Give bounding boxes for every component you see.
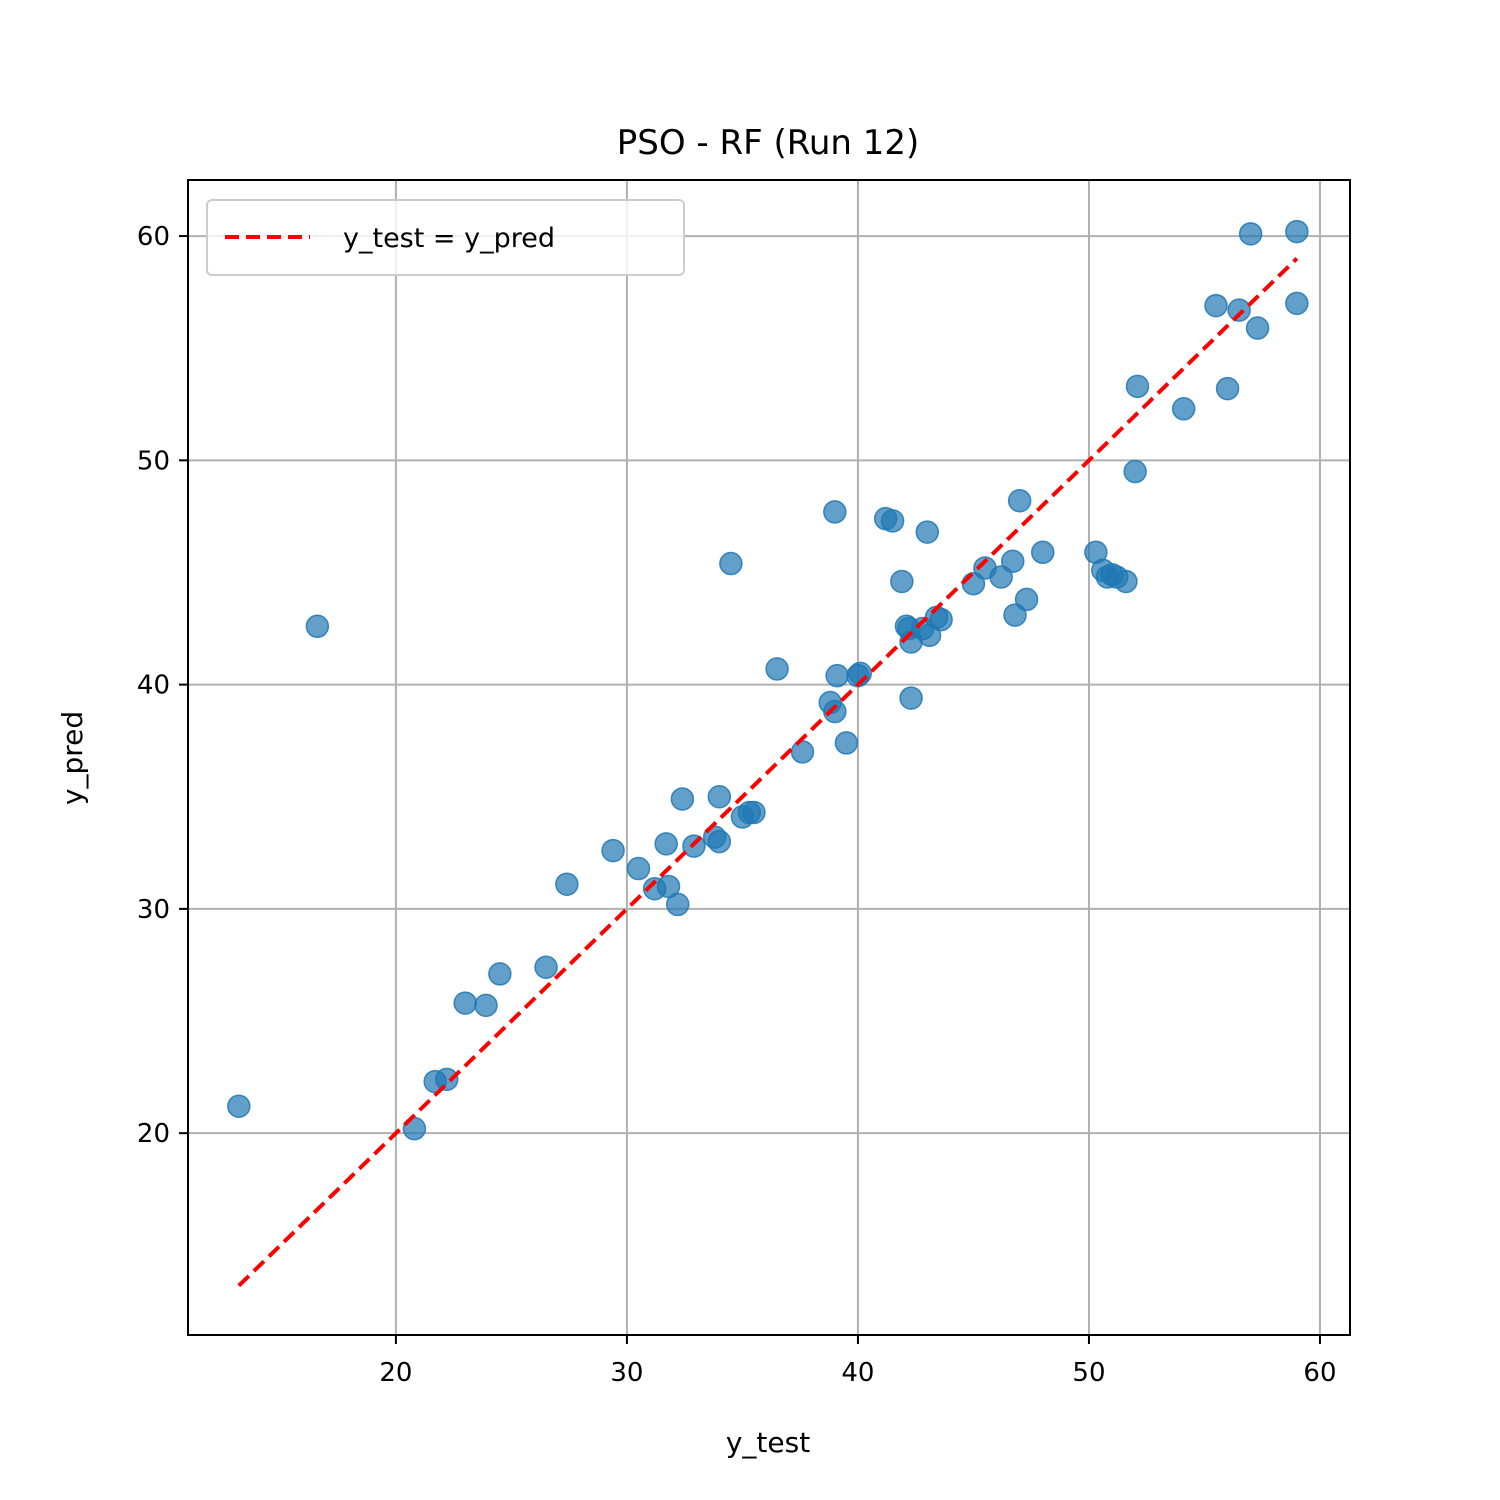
scatter-point [765, 657, 789, 681]
scatter-point [890, 569, 914, 594]
scatter-point [654, 832, 678, 856]
x-tick-label: 40 [841, 1358, 874, 1388]
scatter-point [453, 991, 477, 1015]
scatter-point [1007, 488, 1032, 513]
scatter-point [488, 962, 512, 986]
scatter-point [1123, 459, 1147, 484]
scatter-point [626, 856, 651, 881]
scatter-point [227, 1094, 251, 1118]
scatter-point [1285, 291, 1309, 316]
scatter-point [915, 520, 939, 544]
scatter-point [1014, 587, 1039, 612]
scatter-point [880, 509, 905, 533]
scatter-point [834, 731, 859, 755]
chart-title: PSO - RF (Run 12) [617, 123, 920, 163]
y-tick-label: 20 [137, 1119, 170, 1149]
x-tick-label: 20 [379, 1358, 412, 1388]
y-axis-label: y_pred [56, 711, 89, 805]
scatter-point [707, 784, 732, 809]
scatter-point [989, 565, 1013, 589]
scatter-point [474, 993, 498, 1018]
scatter-point [601, 838, 625, 863]
x-tick-label: 30 [610, 1358, 643, 1388]
identity-line [237, 257, 1299, 1288]
scatter-point [555, 872, 579, 896]
grid-lines [188, 180, 1350, 1335]
scatter-point [305, 614, 330, 639]
y-tick-label: 60 [137, 222, 170, 252]
scatter-point [742, 800, 766, 825]
scatter-point [1171, 397, 1196, 421]
axis-ticks: 20 30 40 50 60 20 30 40 50 60 [137, 222, 1337, 1388]
scatter-point [825, 663, 849, 688]
scatter-point [790, 740, 815, 764]
scatter-point [1245, 316, 1270, 340]
scatter-point [1204, 293, 1228, 318]
y-tick-label: 50 [137, 446, 170, 476]
scatter-point [1114, 569, 1138, 594]
scatter-point [665, 892, 690, 917]
x-tick-label: 60 [1303, 1358, 1336, 1388]
y-tick-label: 30 [137, 895, 170, 925]
scatter-point [823, 500, 847, 524]
scatter-point [1031, 540, 1055, 565]
scatter-point [534, 955, 558, 979]
scatter-point [719, 551, 743, 576]
scatter-point [434, 1067, 459, 1092]
scatter-point [899, 686, 923, 710]
scatter-point [670, 787, 695, 811]
legend-label: y_test = y_pred [343, 223, 555, 254]
legend: y_test = y_pred [206, 199, 685, 276]
y-tick-label: 40 [137, 671, 170, 701]
scatter-point [1285, 219, 1309, 244]
x-axis-label: y_test [726, 1426, 810, 1459]
scatter-point [1000, 549, 1025, 574]
scatter-point [1215, 376, 1240, 401]
scatter-point [1125, 374, 1150, 399]
scatter-point [1238, 222, 1263, 246]
scatter-point [823, 699, 847, 724]
scatter-point [1003, 603, 1027, 627]
scatter-point [929, 607, 953, 632]
scatter-point [1227, 298, 1251, 322]
plot-marks [227, 219, 1309, 1288]
legend-box [206, 199, 685, 276]
plot-frame [187, 179, 1351, 1336]
scatter-point [707, 829, 732, 854]
x-tick-label: 50 [1072, 1358, 1105, 1388]
